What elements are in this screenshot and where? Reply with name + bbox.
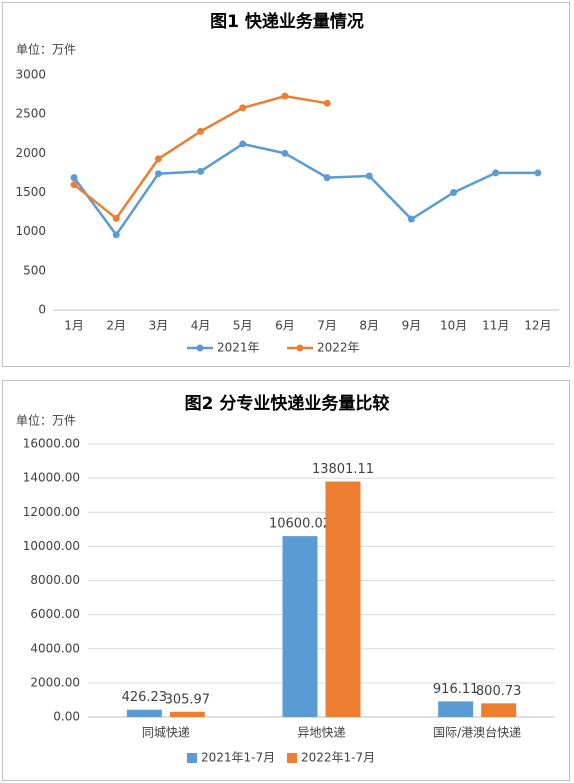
- x-tick-label: 国际/港澳台快递: [433, 725, 521, 740]
- x-tick-label: 9月: [402, 319, 422, 333]
- point: [154, 155, 162, 163]
- legend-marker: [296, 344, 304, 352]
- legend-swatch: [187, 753, 197, 763]
- y-tick-label: 0: [38, 303, 46, 317]
- point: [323, 174, 331, 182]
- point: [281, 92, 289, 100]
- y-tick-label: 500: [23, 263, 46, 277]
- legend-label: 2022年1-7月: [301, 751, 375, 765]
- x-tick-label: 3月: [149, 319, 169, 333]
- value-label: 800.73: [476, 684, 522, 699]
- point: [407, 215, 415, 223]
- y-tick-label: 12000.00: [23, 505, 80, 519]
- bar: [169, 711, 205, 717]
- legend-label: 2021年: [217, 341, 260, 355]
- y-tick-label: 4000.00: [30, 641, 80, 655]
- chart-frame: [2, 2, 570, 367]
- value-label: 426.23: [122, 690, 168, 705]
- x-tick-label: 7月: [317, 319, 337, 333]
- value-label: 916.11: [433, 682, 479, 697]
- x-tick-label: 11月: [482, 319, 509, 333]
- x-tick-label: 异地快递: [297, 726, 345, 740]
- point: [534, 169, 542, 177]
- bar: [126, 709, 162, 717]
- x-tick-label: 2月: [106, 319, 126, 333]
- point: [281, 149, 289, 157]
- unit-label: 单位：万件: [16, 42, 76, 57]
- x-tick-label: 8月: [359, 319, 379, 333]
- value-label: 305.97: [165, 692, 211, 707]
- legend-label: 2022年: [317, 341, 360, 355]
- y-tick-label: 10000.00: [23, 539, 80, 553]
- y-tick-label: 14000.00: [23, 471, 80, 485]
- bar: [438, 701, 474, 717]
- legend-label: 2021年1-7月: [201, 751, 275, 765]
- chart-title: 图2 分专业快递业务量比较: [185, 393, 390, 414]
- point: [323, 99, 331, 107]
- point: [197, 167, 205, 175]
- y-tick-label: 8000.00: [30, 573, 80, 587]
- y-tick-label: 2000.00: [30, 675, 80, 689]
- series-line: [73, 142, 538, 237]
- y-tick-label: 2000: [15, 146, 46, 160]
- y-tick-label: 1500: [15, 185, 46, 199]
- y-tick-label: 2500: [15, 107, 46, 121]
- point: [450, 189, 458, 196]
- x-tick-label: 5月: [233, 319, 253, 333]
- legend-swatch: [287, 753, 297, 763]
- x-tick-label: 同城快递: [142, 726, 190, 740]
- y-tick-label: 0.00: [53, 710, 80, 724]
- point: [365, 172, 373, 180]
- point: [70, 181, 78, 189]
- bar: [325, 481, 361, 717]
- bar: [282, 536, 318, 717]
- x-tick-label: 1月: [64, 319, 84, 333]
- point: [492, 169, 500, 177]
- y-tick-label: 6000.00: [30, 607, 80, 621]
- point: [112, 214, 120, 222]
- point: [112, 231, 120, 239]
- point: [239, 140, 247, 148]
- value-label: 13801.11: [312, 462, 374, 477]
- x-tick-label: 6月: [275, 319, 295, 333]
- bar: [481, 703, 517, 717]
- chart-title: 图1 快递业务量情况: [210, 11, 364, 32]
- value-label: 10600.02: [269, 517, 331, 532]
- point: [154, 170, 162, 178]
- y-tick-label: 1000: [15, 224, 46, 238]
- point: [239, 104, 247, 112]
- y-tick-label: 3000: [15, 68, 46, 82]
- y-tick-label: 16000.00: [23, 437, 80, 451]
- point: [70, 174, 78, 182]
- x-tick-label: 4月: [191, 319, 211, 333]
- legend-marker: [196, 344, 204, 352]
- x-tick-label: 12月: [524, 319, 551, 333]
- point: [197, 127, 205, 135]
- x-tick-label: 10月: [440, 319, 467, 333]
- unit-label: 单位：万件: [16, 413, 76, 428]
